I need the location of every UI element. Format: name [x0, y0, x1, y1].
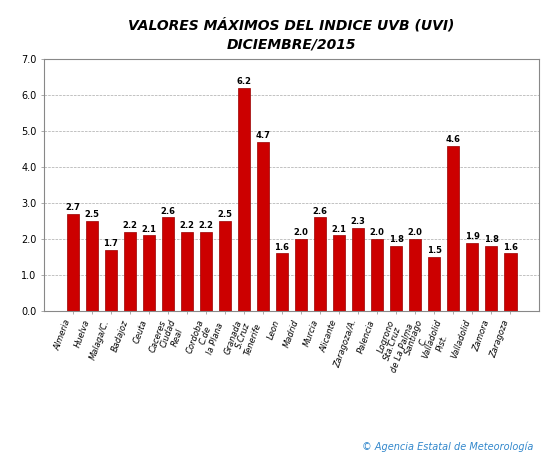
Bar — [276, 253, 288, 311]
Bar — [104, 250, 117, 311]
Text: 1.5: 1.5 — [427, 246, 442, 255]
Bar — [219, 221, 231, 311]
Text: 6.2: 6.2 — [236, 77, 251, 86]
Bar — [409, 239, 421, 311]
Bar — [371, 239, 383, 311]
Bar — [352, 228, 364, 311]
Bar — [390, 246, 403, 311]
Text: 2.7: 2.7 — [65, 203, 80, 212]
Bar — [124, 232, 136, 311]
Bar — [504, 253, 516, 311]
Text: 1.6: 1.6 — [274, 243, 289, 251]
Bar — [200, 232, 212, 311]
Text: 2.1: 2.1 — [332, 224, 346, 234]
Text: 1.6: 1.6 — [503, 243, 518, 251]
Bar — [466, 243, 478, 311]
Text: 2.0: 2.0 — [294, 228, 309, 237]
Title: VALORES MÁXIMOS DEL INDICE UVB (UVI)
DICIEMBRE/2015: VALORES MÁXIMOS DEL INDICE UVB (UVI) DIC… — [128, 18, 455, 51]
Text: 2.6: 2.6 — [312, 207, 328, 216]
Text: 1.8: 1.8 — [484, 235, 499, 244]
Text: 2.2: 2.2 — [179, 221, 194, 230]
Bar — [333, 235, 345, 311]
Text: 2.0: 2.0 — [370, 228, 384, 237]
Bar — [295, 239, 307, 311]
Bar — [67, 214, 79, 311]
Text: 4.7: 4.7 — [256, 131, 271, 140]
Text: 2.0: 2.0 — [408, 228, 422, 237]
Bar — [142, 235, 155, 311]
Text: 2.5: 2.5 — [84, 210, 99, 219]
Text: 1.7: 1.7 — [103, 239, 118, 248]
Text: 2.5: 2.5 — [217, 210, 233, 219]
Text: 2.2: 2.2 — [122, 221, 138, 230]
Bar — [485, 246, 497, 311]
Text: 2.6: 2.6 — [160, 207, 175, 216]
Bar — [180, 232, 193, 311]
Text: 2.2: 2.2 — [199, 221, 213, 230]
Bar — [86, 221, 98, 311]
Bar — [447, 146, 459, 311]
Text: © Agencia Estatal de Meteorología: © Agencia Estatal de Meteorología — [362, 442, 534, 452]
Text: 4.6: 4.6 — [446, 135, 461, 144]
Bar — [257, 142, 269, 311]
Bar — [314, 218, 326, 311]
Text: 2.1: 2.1 — [141, 224, 156, 234]
Text: 1.9: 1.9 — [465, 232, 480, 241]
Text: 2.3: 2.3 — [351, 218, 366, 226]
Bar — [162, 218, 174, 311]
Text: 1.8: 1.8 — [389, 235, 404, 244]
Bar — [238, 88, 250, 311]
Bar — [428, 257, 441, 311]
